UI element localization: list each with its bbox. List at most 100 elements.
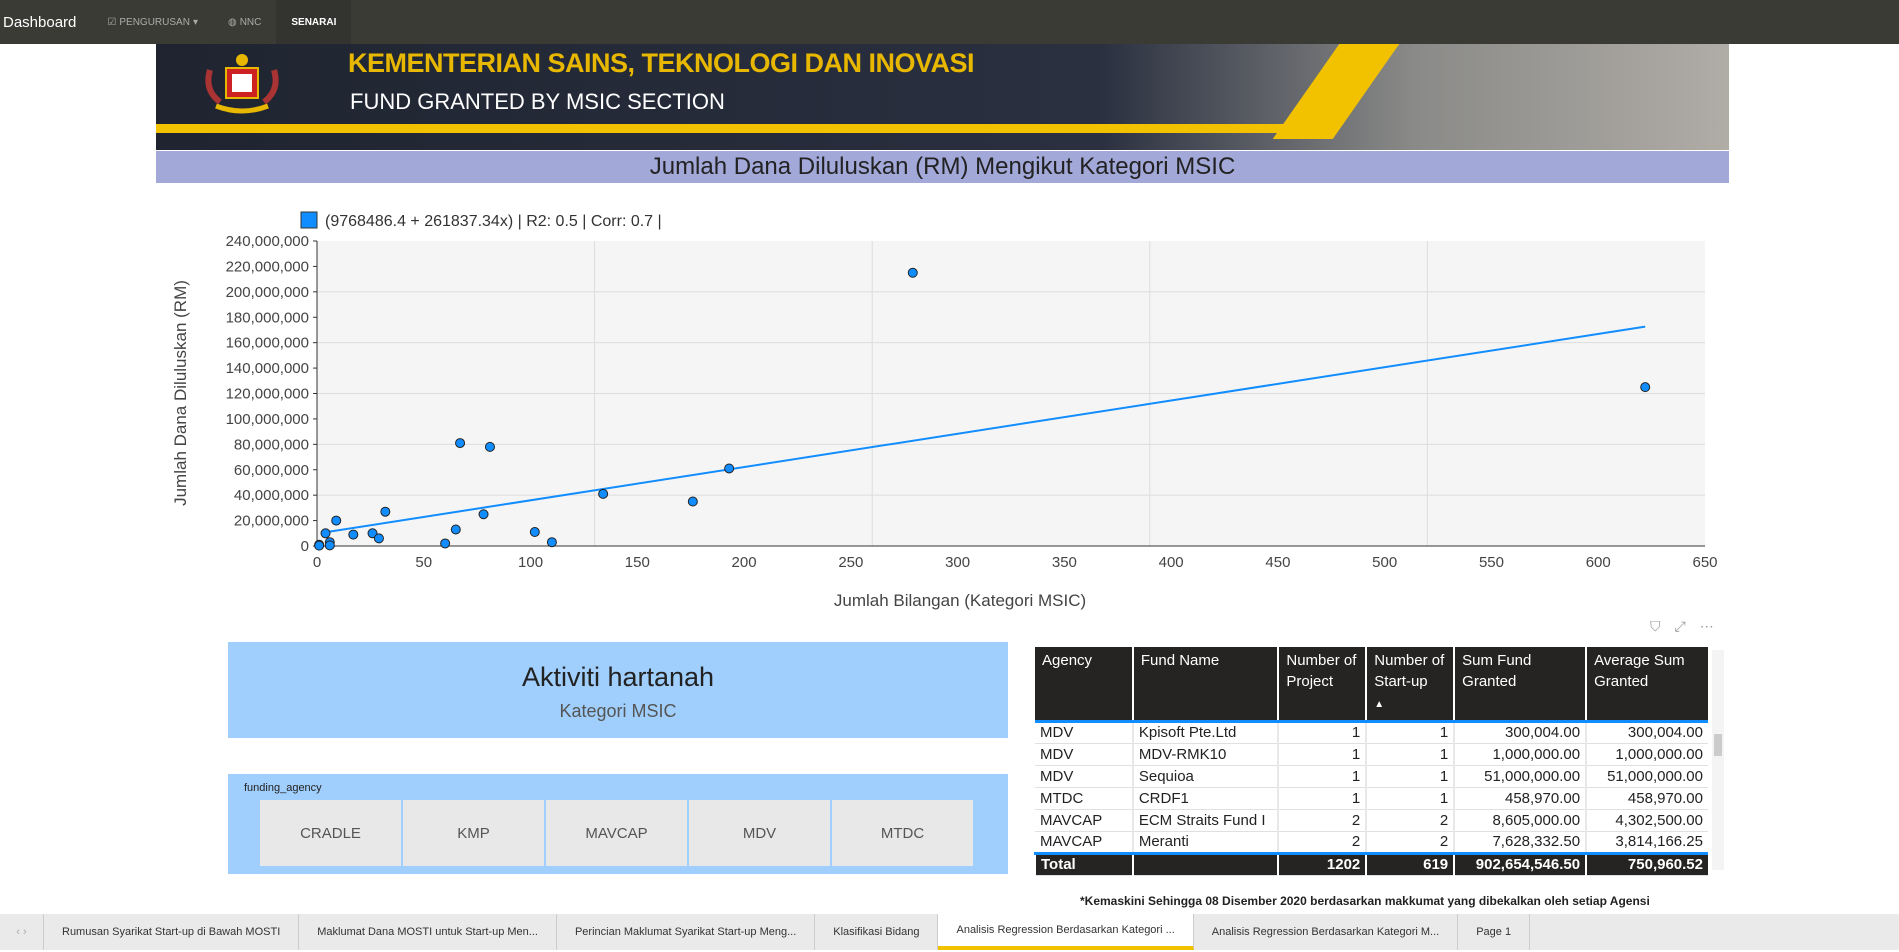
legend-swatch xyxy=(300,211,318,229)
data-point xyxy=(478,509,489,520)
data-point xyxy=(380,506,391,517)
data-point xyxy=(367,528,378,539)
trendline xyxy=(325,325,1646,534)
nav-label: PENGURUSAN xyxy=(119,16,190,28)
x-tick-label: 50 xyxy=(415,554,432,571)
y-tick-label: 80,000,000 xyxy=(234,436,309,453)
dashboard-link[interactable]: Dashboard xyxy=(3,13,77,31)
x-tick-label: 450 xyxy=(1265,554,1290,571)
col-sum-fund-granted[interactable]: Sum Fund Granted xyxy=(1453,647,1587,723)
banner-stripe xyxy=(156,124,1336,133)
page-tab[interactable]: Analisis Regression Berdasarkan Kategori… xyxy=(1194,914,1459,950)
card-value: Aktiviti hartanah xyxy=(521,662,715,692)
slicer-option-mdv[interactable]: MDV xyxy=(689,800,830,866)
page-tab[interactable]: Klasifikasi Bidang xyxy=(815,914,939,950)
page-tabs: ‹ › Rumusan Syarikat Start-up di Bawah M… xyxy=(0,914,1899,950)
more-options-icon[interactable]: ⋯ xyxy=(1699,618,1714,634)
table-row[interactable]: MAVCAP Meranti 2 2 7,628,332.50 3,814,166.25 xyxy=(1035,831,1708,854)
nav-nnc[interactable]: ◍ NNC xyxy=(213,0,276,44)
table-cell: 2 xyxy=(1277,809,1367,832)
slicer-option-mavcap[interactable]: MAVCAP xyxy=(546,800,687,866)
y-tick-label: 20,000,000 xyxy=(234,513,309,530)
header-banner: KEMENTERIAN SAINS, TEKNOLOGI DAN INOVASI… xyxy=(156,44,1729,150)
data-point xyxy=(314,540,325,551)
top-navbar: Dashboard ☑ PENGURUSAN ▾ ◍ NNC SENARAI xyxy=(0,0,1899,44)
page-tab[interactable]: Analisis Regression Berdasarkan Kategori… xyxy=(938,914,1194,950)
fund-table: Agency Fund Name Number of Project Numbe… xyxy=(1034,647,1708,876)
nav-senarai[interactable]: SENARAI xyxy=(276,0,352,44)
table-cell: 458,970.00 xyxy=(1585,787,1708,810)
slicer-option-kmp[interactable]: KMP xyxy=(403,800,544,866)
scatter-chart: (9768486.4 + 261837.34x) | R2: 0.5 | Cor… xyxy=(171,211,1718,610)
x-tick-label: 300 xyxy=(945,554,970,571)
table-cell: 1 xyxy=(1277,721,1367,744)
table-cell: MDV xyxy=(1035,765,1133,788)
filter-icon[interactable]: ⛉ xyxy=(1650,618,1661,634)
col-number-of-startup[interactable]: Number of Start-up ▲ xyxy=(1365,647,1455,723)
update-footnote: *Kemaskini Sehingga 08 Disember 2020 ber… xyxy=(1080,894,1650,908)
table-cell: 3,814,166.25 xyxy=(1585,831,1708,854)
coat-of-arms-logo xyxy=(205,54,279,114)
page-tab[interactable]: Page 1 xyxy=(1458,914,1531,950)
data-point xyxy=(450,524,461,535)
table-row[interactable]: MAVCAP ECM Straits Fund I 2 2 8,605,000.00 4,… xyxy=(1035,809,1708,832)
col-number-of-project[interactable]: Number of Project xyxy=(1277,647,1367,723)
y-tick-label: 160,000,000 xyxy=(226,335,309,352)
data-point xyxy=(324,540,335,551)
col-fund-name[interactable]: Fund Name xyxy=(1131,647,1279,723)
data-point xyxy=(455,438,466,449)
page-tab[interactable]: Maklumat Dana MOSTI untuk Start-up Men..… xyxy=(299,914,557,950)
focus-mode-icon[interactable]: ⤢ xyxy=(1674,618,1686,634)
col-agency[interactable]: Agency xyxy=(1035,647,1133,723)
page-tab[interactable]: Rumusan Syarikat Start-up di Bawah MOSTI xyxy=(44,914,300,950)
table-cell: 2 xyxy=(1277,831,1367,854)
section-subtitle: FUND GRANTED BY MSIC SECTION xyxy=(350,89,725,114)
x-tick-label: 100 xyxy=(518,554,543,571)
funding-agency-slicer: funding_agency CRADLE KMP MAVCAP MDV MTD… xyxy=(228,774,1008,874)
check-square-icon: ☑ xyxy=(107,16,117,28)
page-tab[interactable]: Perincian Maklumat Syarikat Start-up Men… xyxy=(557,914,816,950)
table-cell: MDV xyxy=(1035,721,1133,744)
legend-text: (9768486.4 + 261837.34x) | R2: 0.5 | Cor… xyxy=(325,213,662,230)
data-point xyxy=(484,441,495,452)
table-cell: MDV xyxy=(1035,743,1133,766)
card-label: Kategori MSIC xyxy=(559,701,677,721)
y-tick-label: 0 xyxy=(301,538,309,555)
tab-nav-arrows[interactable]: ‹ › xyxy=(0,914,44,950)
slicer-option-cradle[interactable]: CRADLE xyxy=(260,800,401,866)
x-tick-label: 200 xyxy=(732,554,757,571)
data-point xyxy=(320,528,331,539)
globe-icon: ◍ xyxy=(227,16,237,28)
table-scrollbar[interactable] xyxy=(1712,650,1724,870)
nav-label: NNC xyxy=(239,16,262,28)
table-row[interactable]: MDV Sequioa 1 1 51,000,000.00 51,000,000.00 xyxy=(1035,765,1708,788)
scrollbar-thumb[interactable] xyxy=(1714,734,1722,756)
data-point xyxy=(724,463,735,474)
table-cell: 300,004.00 xyxy=(1453,721,1587,744)
table-cell: 458,970.00 xyxy=(1453,787,1587,810)
x-tick-label: 150 xyxy=(625,554,650,571)
table-cell: ECM Straits Fund I xyxy=(1131,809,1279,832)
table-row[interactable]: MDV Kpisoft Pte.Ltd 1 1 300,004.00 300,004.00 xyxy=(1035,721,1708,744)
total-cell: 902,654,546.50 xyxy=(1453,851,1587,876)
table-cell: 1 xyxy=(1277,787,1367,810)
sort-ascending-icon: ▲ xyxy=(1374,699,1385,710)
nav-pengurusan[interactable]: ☑ PENGURUSAN ▾ xyxy=(92,0,213,44)
y-tick-label: 120,000,000 xyxy=(226,386,309,403)
table-cell: MTDC xyxy=(1035,787,1133,810)
table-cell: 4,302,500.00 xyxy=(1585,809,1708,832)
slicer-option-mtdc[interactable]: MTDC xyxy=(832,800,973,866)
slicer-title: funding_agency xyxy=(244,782,322,794)
col-average-sum-granted[interactable]: Average Sum Granted xyxy=(1585,647,1708,723)
y-axis-title: Jumlah Dana Diluluskan (RM) xyxy=(171,280,190,506)
table-row[interactable]: MDV MDV-RMK10 1 1 1,000,000.00 1,000,000.00 xyxy=(1035,743,1708,766)
y-tick-label: 200,000,000 xyxy=(226,284,309,301)
x-axis-title: Jumlah Bilangan (Kategori MSIC) xyxy=(834,591,1086,610)
data-point xyxy=(529,527,540,538)
table-cell: 1,000,000.00 xyxy=(1453,743,1587,766)
y-tick-label: 220,000,000 xyxy=(226,258,309,275)
data-point xyxy=(440,538,451,549)
x-tick-label: 350 xyxy=(1052,554,1077,571)
table-row[interactable]: MTDC CRDF1 1 1 458,970.00 458,970.00 xyxy=(1035,787,1708,810)
table-cell: 7,628,332.50 xyxy=(1453,831,1587,854)
